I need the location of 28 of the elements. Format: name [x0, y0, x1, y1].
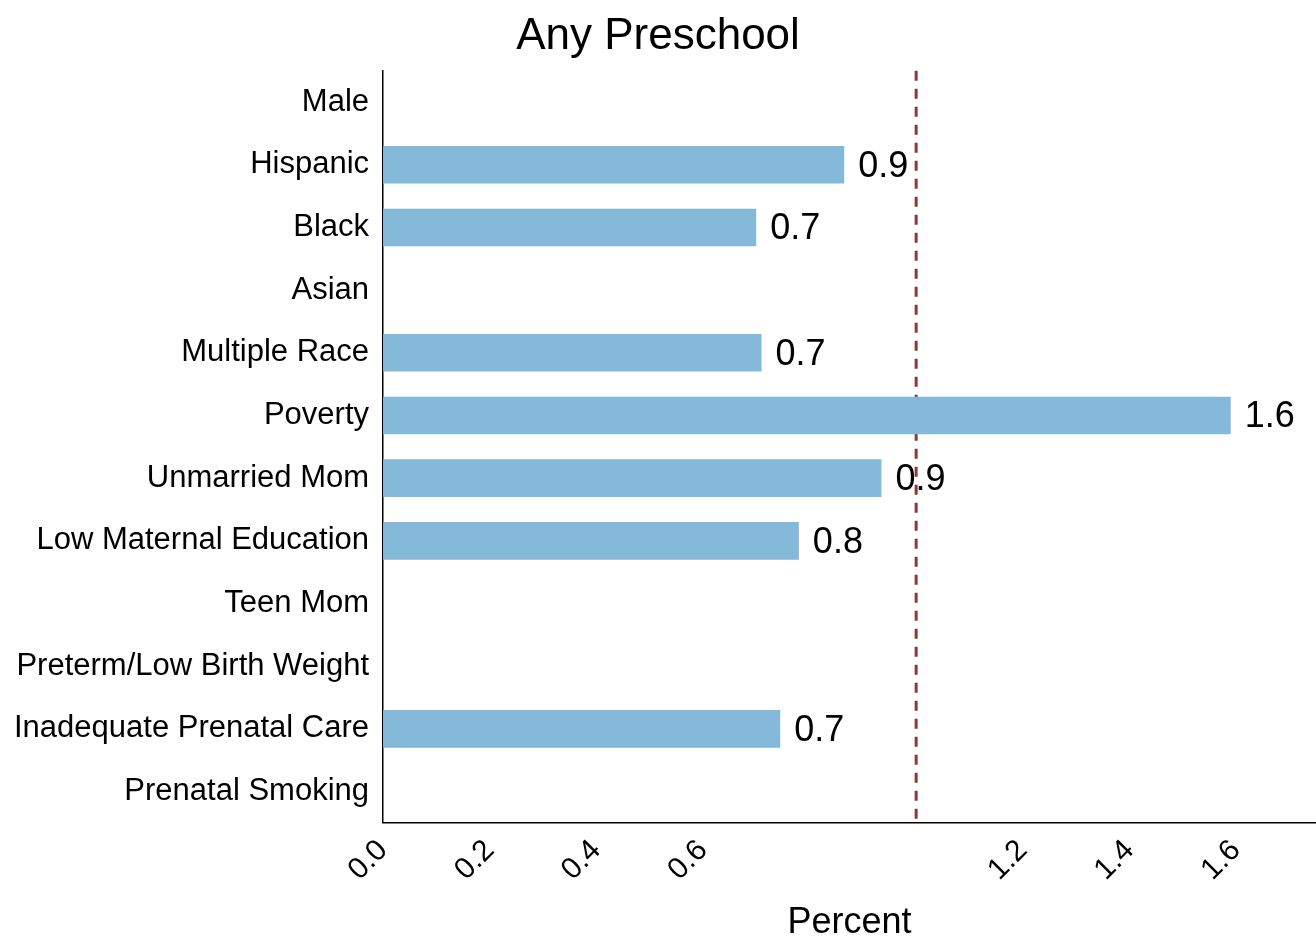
x-tick-label: 0.6 — [660, 832, 713, 886]
y-tick-label: Unmarried Mom — [146, 458, 370, 494]
y-tick-label: Male — [301, 82, 370, 118]
y-tick-label: Inadequate Prenatal Care — [13, 709, 370, 745]
x-tick-label: 1.4 — [1086, 832, 1140, 886]
y-tick-label: Hispanic — [250, 145, 370, 181]
y-tick-label: Prenatal Smoking — [124, 772, 370, 808]
y-tick-label: Teen Mom — [224, 584, 370, 620]
x-axis-title: Percent — [787, 900, 912, 942]
y-tick-label: Poverty — [263, 396, 370, 432]
x-tick-label: 0.0 — [340, 832, 394, 886]
y-tick-label: Multiple Race — [181, 333, 370, 369]
y-tick-label: Black — [293, 208, 370, 244]
y-tick-label: Preterm/Low Birth Weight — [16, 646, 370, 682]
x-tick-label: 0.2 — [446, 832, 500, 886]
chart-title: Any Preschool — [516, 8, 800, 58]
data-label: 0.9 — [895, 457, 946, 499]
data-label: 0.7 — [770, 206, 821, 248]
x-tick-label: 1.6 — [1193, 832, 1247, 886]
data-label: 0.7 — [794, 707, 845, 749]
x-tick-label: 0.4 — [553, 832, 607, 886]
y-tick-label: Asian — [291, 270, 370, 306]
data-label: 0.7 — [775, 331, 826, 373]
data-label: 0.9 — [858, 143, 909, 185]
data-label: 0.8 — [812, 519, 863, 561]
y-tick-label: Low Maternal Education — [36, 521, 370, 557]
data-label: 1.6 — [1244, 394, 1295, 436]
x-tick-label: 1.2 — [980, 832, 1033, 886]
